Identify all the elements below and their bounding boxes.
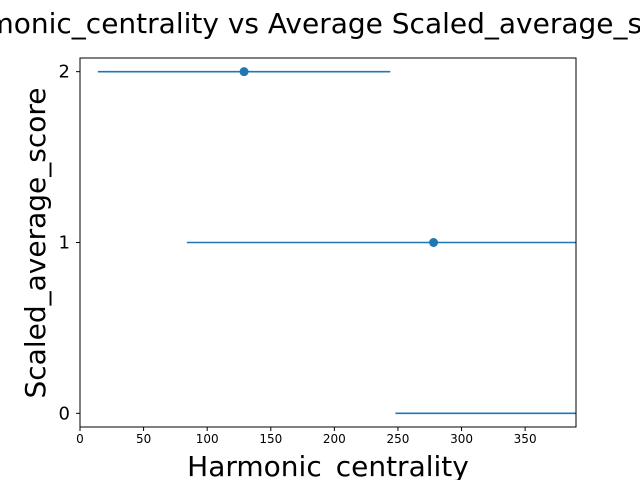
x-tick-label-3: 150 xyxy=(259,432,282,446)
x-tick-label-1: 50 xyxy=(136,432,151,446)
x-tick-label-6: 300 xyxy=(450,432,473,446)
x-tick-label-4: 200 xyxy=(323,432,346,446)
data-point-1 xyxy=(429,238,439,247)
plot-area xyxy=(79,57,577,428)
y-tick-label-2: 2 xyxy=(59,62,70,83)
x-tick-label-5: 250 xyxy=(386,432,409,446)
x-tick-label-0: 0 xyxy=(76,432,84,446)
y-axis-label: Scaled_average_score xyxy=(19,88,52,399)
x-tick-label-2: 100 xyxy=(196,432,219,446)
series-layer xyxy=(97,67,576,415)
chart-title: Harmonic_centrality vs Average Scaled_av… xyxy=(0,7,640,40)
y-tick-label-1: 1 xyxy=(59,233,70,254)
x-tick-label-7: 350 xyxy=(514,432,537,446)
x-axis: 0 50 100 150 200 250 300 350 xyxy=(76,427,537,446)
x-axis-label: Harmonic_centrality xyxy=(187,450,469,480)
y-tick-label-0: 0 xyxy=(59,403,70,424)
data-point-0 xyxy=(239,67,249,77)
y-axis: 0 1 2 xyxy=(59,62,80,424)
